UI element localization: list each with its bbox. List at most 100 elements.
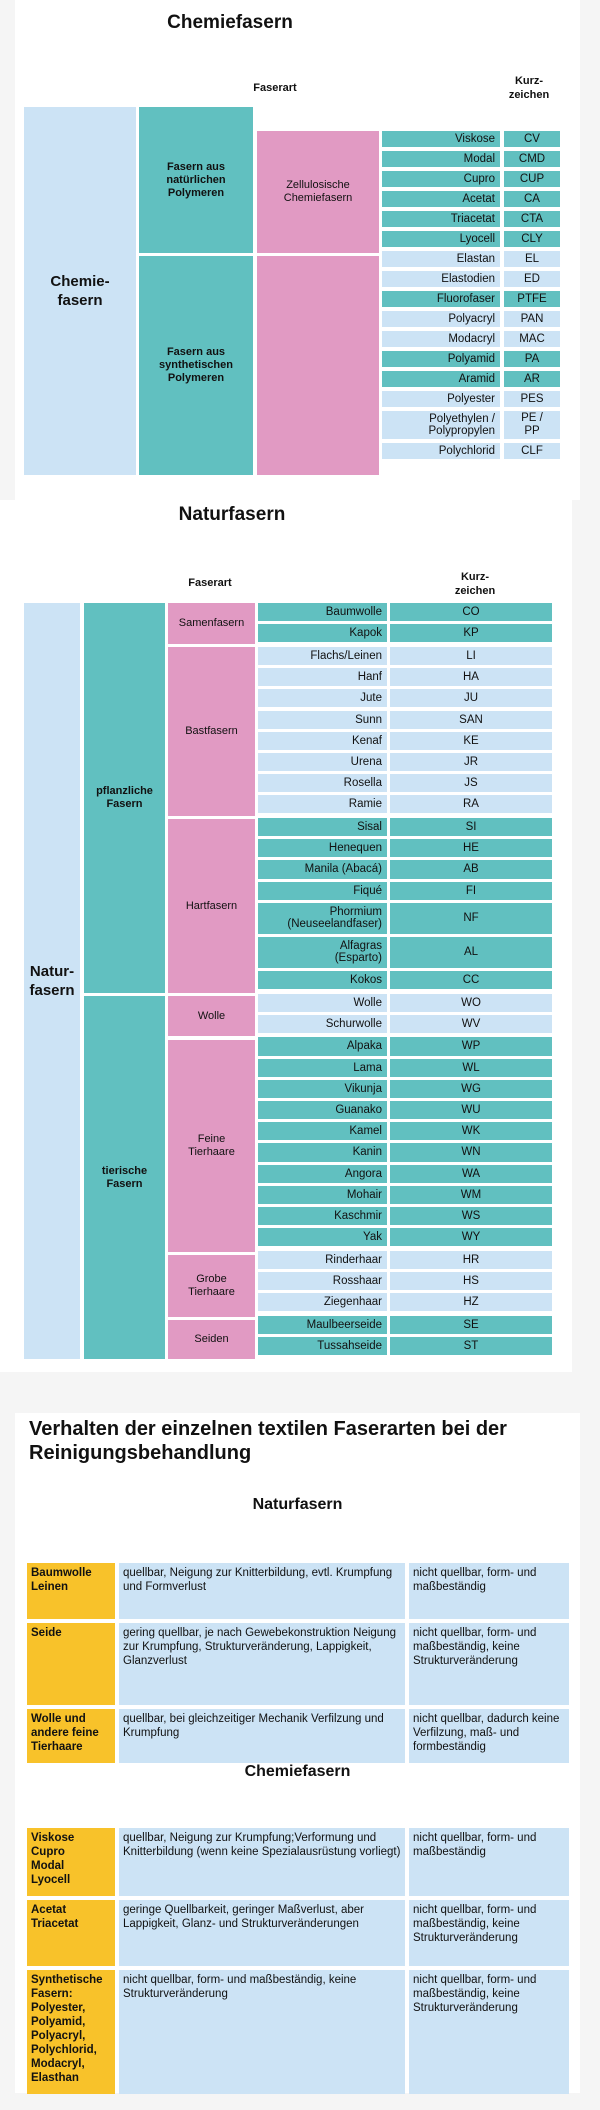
chemie-fiber-code: ED <box>504 271 560 287</box>
faser-cell: Viskose Cupro Modal Lyocell <box>27 1828 115 1896</box>
chemie-fiber-name: Aramid <box>382 371 500 387</box>
natur-fiber-code: WM <box>390 1185 552 1204</box>
verhalten-section: Verhalten der einzelnen textilen Faserar… <box>15 1413 580 2094</box>
chemie-faserart-header: Faserart <box>253 82 297 94</box>
natur-fiber-code: CC <box>390 970 552 989</box>
chemie-sub-zellulosisch: Zellulosische Chemiefasern <box>257 131 379 253</box>
natur-sub-wolle: Wolle <box>168 996 255 1036</box>
chemie-fiber-name: Modal <box>382 151 500 167</box>
chemie-fiber-name: Fluorofaser <box>382 291 500 307</box>
chemie-fiber-name: Triacetat <box>382 211 500 227</box>
chemie-fiber-name: Elastan <box>382 251 500 267</box>
natur-fiber-name: Kanin <box>258 1143 387 1162</box>
natur-fiber-code: KE <box>390 731 552 750</box>
faser-cell: Baumwolle Leinen <box>27 1563 115 1619</box>
verhalten-chemiefasern-title: Chemiefasern <box>244 1763 351 1780</box>
natur-fiber-name: Fiqué <box>258 881 387 900</box>
chemie-fiber-name: Acetat <box>382 191 500 207</box>
natur-group-pflanzlich: pflanzliche Fasern <box>84 603 165 993</box>
natur-fiber-code: JR <box>390 752 552 772</box>
natur-fiber-name: Alfagras (Esparto) <box>258 936 387 968</box>
natur-fiber-code: HS <box>390 1272 552 1291</box>
wasser-cell: nicht quellbar, form- und maßbeständig, … <box>119 1970 405 2094</box>
chemie-fiber-name: Cupro <box>382 171 500 187</box>
natur-fiber-name: Vikunja <box>258 1079 387 1098</box>
natur-fiber-name: Kamel <box>258 1122 387 1141</box>
chemie-group-natuerlich: Fasern aus natürlichen Polymeren <box>139 107 253 253</box>
natur-sub-grobe-tierhaare: Grobe Tierhaare <box>168 1255 255 1317</box>
loesemittel-cell: nicht quellbar, form- und maßbeständig, … <box>409 1623 569 1705</box>
faser-cell: Synthetische Fasern: Polyester, Polyamid… <box>27 1970 115 2094</box>
natur-fiber-code: WU <box>390 1101 552 1120</box>
natur-fiber-code: SE <box>390 1316 552 1335</box>
natur-fiber-code: HZ <box>390 1293 552 1312</box>
chemie-fiber-code: PE / PP <box>504 411 560 439</box>
natur-fiber-name: Ramie <box>258 795 387 814</box>
chemie-fiber-name: Viskose <box>382 131 500 147</box>
natur-fiber-code: WK <box>390 1122 552 1141</box>
natur-fiber-name: Wolle <box>258 993 387 1012</box>
loesemittel-cell: nicht quellbar, form- und maßbeständig <box>409 1828 569 1896</box>
natur-fiber-code: NF <box>390 902 552 934</box>
chemie-group-synthetisch: Fasern aus synthetischen Polymeren <box>139 256 253 475</box>
chemie-fiber-code: PAN <box>504 311 560 327</box>
natur-faserart-header: Faserart <box>188 577 232 589</box>
natur-fiber-code: WV <box>390 1014 552 1033</box>
chemie-fiber-name: Lyocell <box>382 231 500 247</box>
wasser-cell: geringe Quellbarkeit, geringer Maßverlus… <box>119 1900 405 1966</box>
natur-fiber-name: Sunn <box>258 710 387 729</box>
chemie-fiber-code: EL <box>504 251 560 267</box>
natur-fiber-code: WG <box>390 1079 552 1098</box>
natur-fiber-code: HR <box>390 1250 552 1270</box>
natur-sub-bastfasern: Bastfasern <box>168 647 255 816</box>
natur-fiber-name: Henequen <box>258 839 387 858</box>
natur-fiber-name: Tussahseide <box>258 1337 387 1356</box>
chemiefasern-title: Chemiefasern <box>167 12 293 33</box>
natur-sub-hartfasern: Hartfasern <box>168 819 255 993</box>
loesemittel-cell: nicht quellbar, form- und maßbeständig, … <box>409 1900 569 1966</box>
natur-fiber-name: Sisal <box>258 818 387 837</box>
natur-fiber-name: Alpaka <box>258 1037 387 1056</box>
chemie-fiber-code: CUP <box>504 171 560 187</box>
natur-fiber-name: Lama <box>258 1058 387 1077</box>
verhalten-title: Verhalten der einzelnen textilen Faserar… <box>29 1418 507 1464</box>
natur-fiber-code: WS <box>390 1207 552 1226</box>
loesemittel-cell: nicht quellbar, form- und maßbeständig <box>409 1563 569 1619</box>
natur-fiber-name: Rosella <box>258 774 387 793</box>
natur-sub-seiden: Seiden <box>168 1320 255 1359</box>
faser-cell: Seide <box>27 1623 115 1705</box>
loesemittel-cell: nicht quellbar, form- und maßbeständig, … <box>409 1970 569 2094</box>
faser-cell: Acetat Triacetat <box>27 1900 115 1966</box>
natur-fiber-name: Urena <box>258 752 387 772</box>
chemie-fiber-code: CA <box>504 191 560 207</box>
natur-kurzzeichen-header: Kurz- zeichen <box>454 571 496 597</box>
natur-fiber-code: SI <box>390 818 552 837</box>
chemie-fiber-name: Elastodien <box>382 271 500 287</box>
chemie-fiber-code: PES <box>504 391 560 407</box>
natur-fiber-code: WA <box>390 1164 552 1183</box>
chemie-fiber-name: Polyacryl <box>382 311 500 327</box>
natur-fiber-name: Schurwolle <box>258 1014 387 1033</box>
faser-cell: Wolle und andere feine Tierhaare <box>27 1709 115 1763</box>
natur-fiber-code: SAN <box>390 710 552 729</box>
natur-fiber-code: KP <box>390 624 552 643</box>
natur-fiber-name: Kokos <box>258 970 387 989</box>
natur-fiber-name: Hanf <box>258 668 387 687</box>
naturfasern-title: Naturfasern <box>178 504 286 525</box>
natur-fiber-code: HA <box>390 668 552 687</box>
wasser-cell: gering quellbar, je nach Gewebekonstrukt… <box>119 1623 405 1705</box>
natur-fiber-name: Baumwolle <box>258 603 387 622</box>
natur-group-tierisch: tierische Fasern <box>84 996 165 1359</box>
loesemittel-cell: nicht quellbar, dadurch keine Verfilzung… <box>409 1709 569 1763</box>
natur-fiber-name: Mohair <box>258 1185 387 1204</box>
chemie-fiber-code: CTA <box>504 211 560 227</box>
natur-fiber-name: Flachs/Leinen <box>258 646 387 666</box>
natur-fiber-name: Ziegenhaar <box>258 1293 387 1312</box>
naturfasern-root: Natur- fasern <box>24 603 80 1359</box>
natur-fiber-code: AB <box>390 860 552 879</box>
chemie-fiber-code: PTFE <box>504 291 560 307</box>
natur-fiber-code: WL <box>390 1058 552 1077</box>
chemie-fiber-code: CMD <box>504 151 560 167</box>
natur-fiber-name: Guanako <box>258 1101 387 1120</box>
natur-fiber-name: Jute <box>258 689 387 708</box>
